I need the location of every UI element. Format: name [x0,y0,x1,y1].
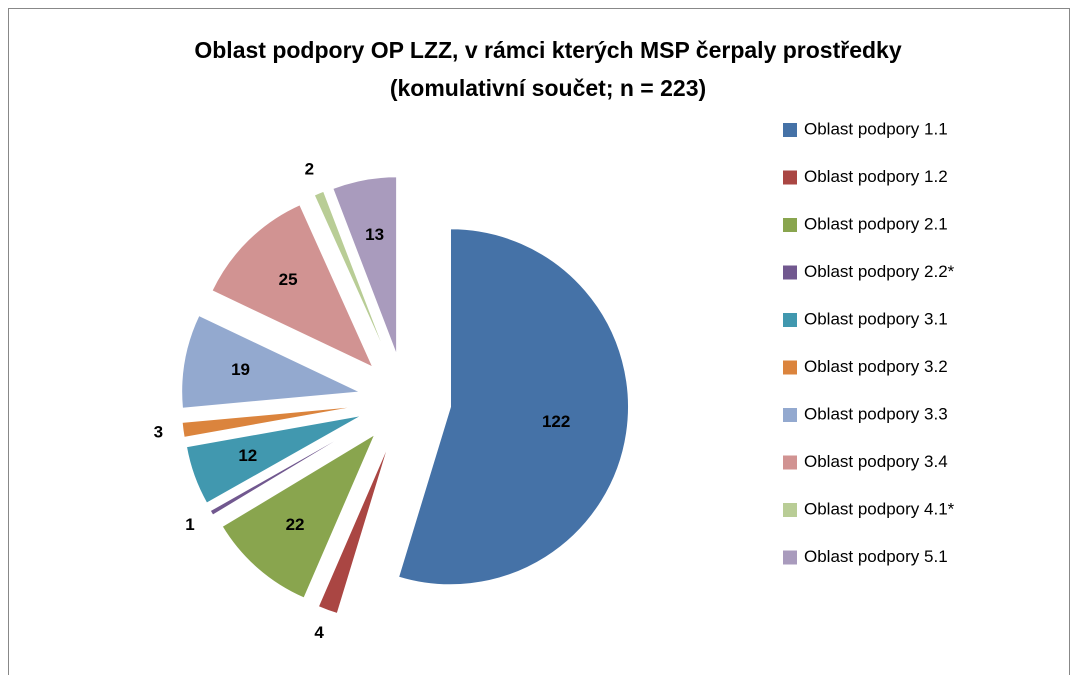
pie-slice [313,190,388,358]
legend-label: Oblast podpory 1.1 [804,119,948,138]
legend-swatch [783,360,797,375]
legend-swatch [783,313,797,327]
pie-slice [211,204,374,369]
pie-slice [209,422,366,516]
legend-swatch [783,265,797,280]
pie-slice [397,228,629,586]
legend-label: Oblast podpory 1.2 [804,167,948,186]
legend-label: Oblast podpory 3.3 [804,404,948,423]
data-label: 19 [231,360,250,379]
legend-swatch [783,170,797,185]
pie-slice [185,415,362,504]
data-label: 12 [238,446,257,465]
legend-label: Oblast podpory 3.2 [804,357,948,376]
chart-title: Oblast podpory OP LZZ, v rámci kterých M… [194,37,901,63]
data-label: 122 [542,412,570,431]
data-label: 25 [279,270,298,289]
pie-slice [332,176,398,355]
data-label: 13 [365,225,384,244]
data-label: 2 [305,160,314,179]
pie-slice [221,433,376,599]
chart-subtitle: (komulativní součet; n = 223) [390,75,706,101]
legend-swatch [783,503,797,517]
chart-border [8,8,1070,675]
legend-swatch [783,123,797,137]
data-label: 1 [185,515,194,534]
legend-label: Oblast podpory 4.1* [804,499,955,518]
data-label: 3 [154,423,163,442]
legend-label: Oblast podpory 2.2* [804,262,955,281]
legend-label: Oblast podpory 3.1 [804,309,948,328]
legend-label: Oblast podpory 5.1 [804,547,948,566]
legend-swatch [783,455,797,470]
pie-slice [181,405,360,438]
legend-label: Oblast podpory 3.4 [804,452,948,471]
pie-slice [181,314,362,409]
legend-swatch [783,550,797,565]
data-label: 4 [314,623,324,642]
pie-slice [317,442,390,615]
data-label: 22 [286,515,305,534]
legend-label: Oblast podpory 2.1 [804,214,948,233]
legend-swatch [783,408,797,422]
legend-swatch [783,218,797,232]
